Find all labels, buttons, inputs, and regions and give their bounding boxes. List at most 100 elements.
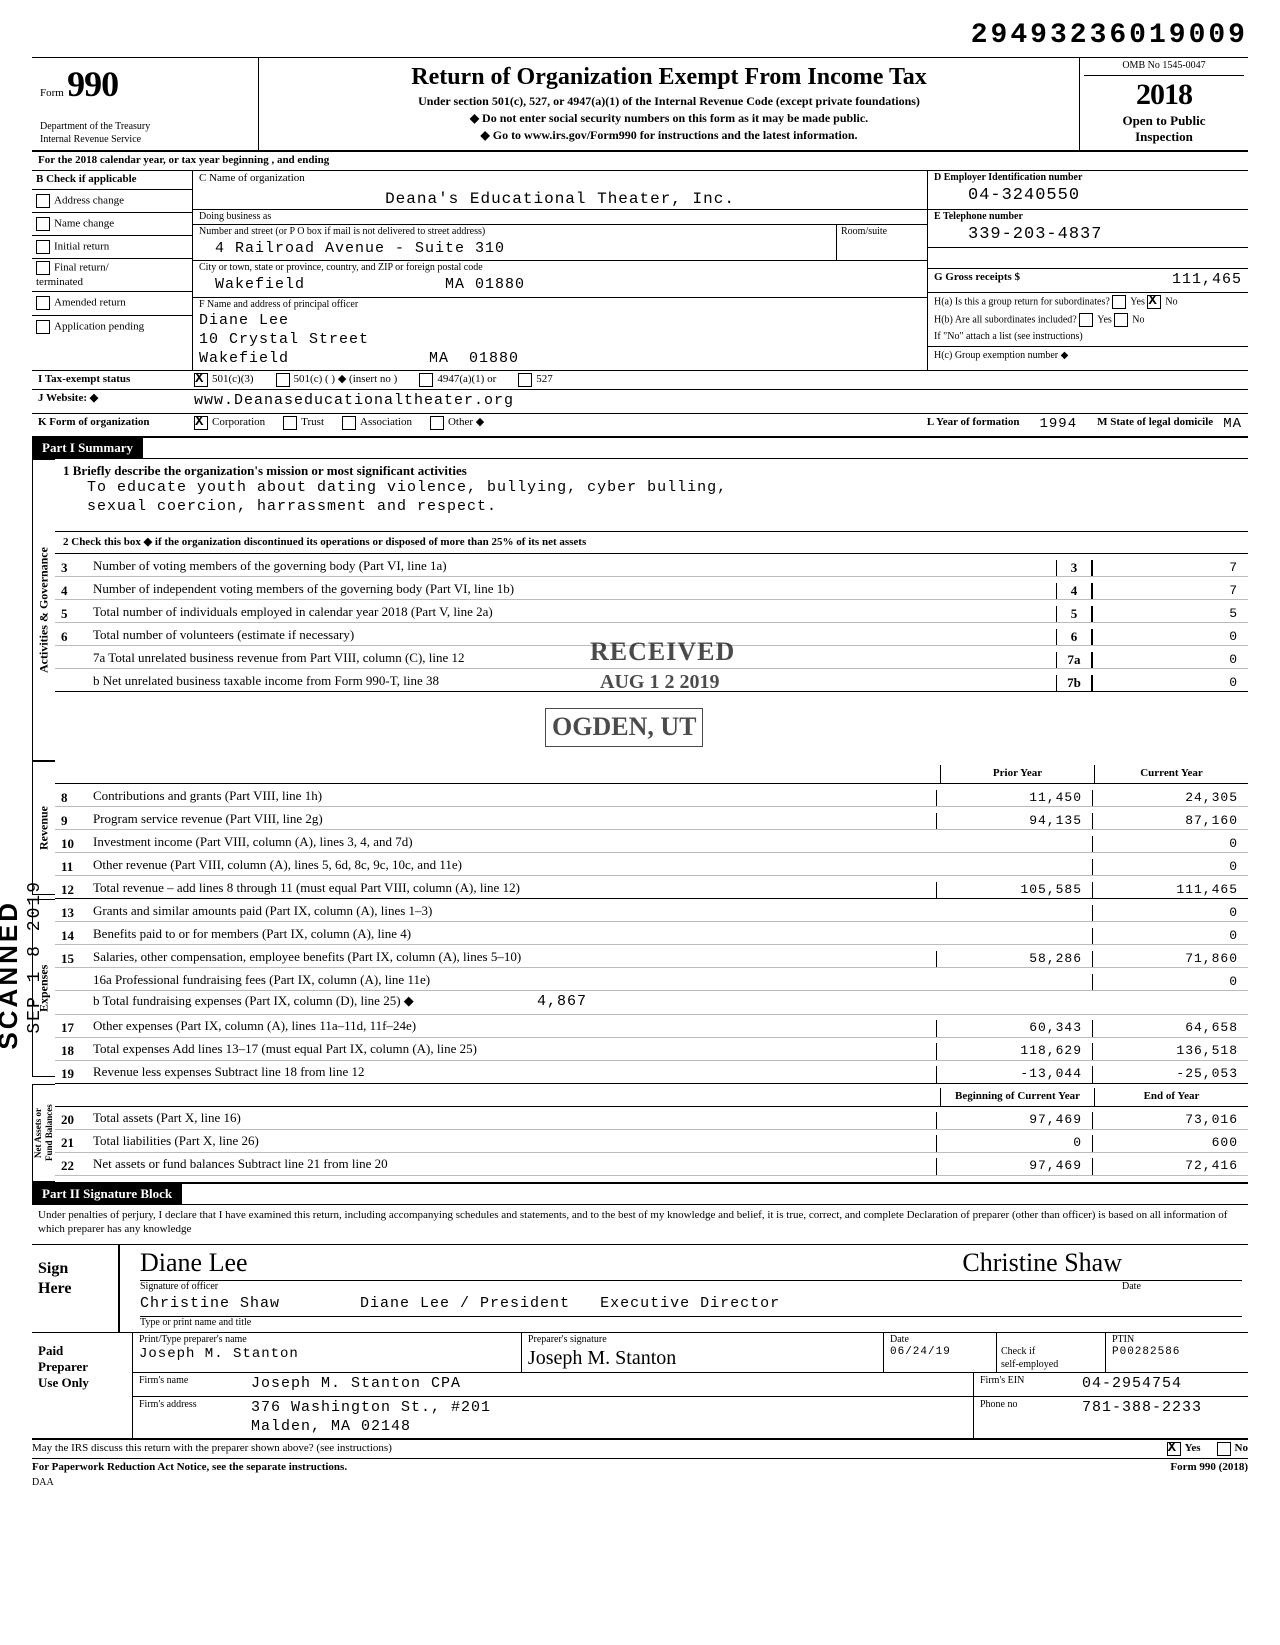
city-label: City or town, state or province, country… bbox=[193, 261, 927, 276]
c-label: C Name of organization bbox=[193, 171, 927, 187]
v7a: 0 bbox=[1092, 652, 1248, 668]
form-subtitle: Under section 501(c), 527, or 4947(a)(1)… bbox=[267, 94, 1071, 109]
form-header: Form 990 Department of the Treasury Inte… bbox=[32, 57, 1248, 152]
l2-text: 2 Check this box ◆ if the organization d… bbox=[63, 536, 586, 548]
opt-501c3: 501(c)(3) bbox=[212, 373, 254, 387]
chk-address-change[interactable]: Address change bbox=[54, 194, 124, 206]
c22: 72,416 bbox=[1092, 1158, 1248, 1174]
chk-amended-return[interactable]: Amended return bbox=[54, 297, 126, 309]
gross-receipts: 111,465 bbox=[1172, 271, 1242, 290]
v4: 7 bbox=[1092, 583, 1248, 599]
j-label: J Website: ◆ bbox=[38, 392, 194, 411]
n6: 6 bbox=[1056, 629, 1092, 645]
title-cell: Return of Organization Exempt From Incom… bbox=[259, 58, 1080, 150]
website: www.Deanaseducationaltheater.org bbox=[194, 392, 514, 411]
form-goto: ◆ Go to www.irs.gov/Form990 for instruct… bbox=[267, 128, 1071, 143]
firm-name: Joseph M. Stanton CPA bbox=[245, 1373, 973, 1396]
trust-box[interactable] bbox=[283, 416, 297, 430]
n7a: 7a bbox=[1056, 652, 1092, 668]
l11: Other revenue (Part VIII, column (A), li… bbox=[89, 855, 936, 875]
officer-street: 10 Crystal Street bbox=[193, 331, 927, 350]
legal-domicile: MA bbox=[1223, 416, 1242, 434]
corp-box[interactable] bbox=[194, 416, 208, 430]
chk-initial-return[interactable]: Initial return bbox=[54, 241, 109, 253]
dept1: Department of the Treasury bbox=[40, 121, 250, 134]
daa: DAA bbox=[32, 1477, 1248, 1490]
l1-label: 1 Briefly describe the organization's mi… bbox=[63, 463, 1240, 479]
sign-here: Sign Here bbox=[32, 1245, 118, 1331]
c10: 0 bbox=[1092, 836, 1248, 852]
ha-no-box[interactable] bbox=[1147, 295, 1161, 309]
assoc-box[interactable] bbox=[342, 416, 356, 430]
opt-corp: Corporation bbox=[212, 416, 265, 434]
hdr-end: End of Year bbox=[1094, 1088, 1248, 1106]
firm-name-label: Firm's name bbox=[133, 1373, 245, 1396]
501c3-box[interactable] bbox=[194, 373, 208, 387]
other-box[interactable] bbox=[430, 416, 444, 430]
chk-name-change[interactable]: Name change bbox=[54, 217, 114, 229]
p21: 0 bbox=[936, 1135, 1092, 1151]
chk-application-pending[interactable]: Application pending bbox=[54, 320, 144, 332]
p8: 11,450 bbox=[936, 790, 1092, 806]
l17: Other expenses (Part IX, column (A), lin… bbox=[89, 1016, 936, 1036]
l16b-val: 4,867 bbox=[537, 993, 587, 1010]
p20: 97,469 bbox=[936, 1112, 1092, 1128]
officer-signature-1: Diane Lee bbox=[140, 1247, 248, 1280]
discuss-no[interactable] bbox=[1217, 1442, 1231, 1456]
dba-label: Doing business as bbox=[193, 210, 927, 226]
l9: Program service revenue (Part VIII, line… bbox=[89, 809, 936, 829]
section-b: B Check if applicable Address change Nam… bbox=[32, 171, 193, 371]
form-number: 990 bbox=[67, 64, 118, 104]
hb-no-box[interactable] bbox=[1114, 313, 1128, 327]
opt-other: Other ◆ bbox=[448, 416, 484, 434]
opt-527: 527 bbox=[536, 373, 553, 387]
form-nossn: ◆ Do not enter social security numbers o… bbox=[267, 111, 1071, 126]
l5: Total number of individuals employed in … bbox=[89, 602, 1056, 622]
v6: 0 bbox=[1092, 629, 1248, 645]
section-c: C Name of organization Deana's Education… bbox=[193, 171, 928, 371]
discuss-question: May the IRS discuss this return with the… bbox=[32, 1442, 1167, 1456]
l20: Total assets (Part X, line 16) bbox=[89, 1108, 936, 1128]
c11: 0 bbox=[1092, 859, 1248, 875]
firm-addr-label: Firm's address bbox=[133, 1397, 245, 1439]
org-name: Deana's Educational Theater, Inc. bbox=[193, 187, 927, 210]
sig-declaration: Under penalties of perjury, I declare th… bbox=[32, 1205, 1248, 1246]
4947-box[interactable] bbox=[419, 373, 433, 387]
date-label: Date bbox=[1122, 1281, 1242, 1294]
discuss-yes[interactable] bbox=[1167, 1442, 1181, 1456]
mission-text-2: sexual coercion, harrassment and respect… bbox=[63, 498, 1240, 517]
ptin: P00282586 bbox=[1112, 1346, 1242, 1360]
l12: Total revenue – add lines 8 through 11 (… bbox=[89, 878, 936, 898]
501c-box[interactable] bbox=[276, 373, 290, 387]
prep-date: 06/24/19 bbox=[890, 1346, 990, 1360]
prep-sig-label: Preparer's signature bbox=[528, 1334, 877, 1347]
m-label: M State of legal domicile bbox=[1097, 416, 1213, 434]
opt-assoc: Association bbox=[360, 416, 412, 434]
street-label: Number and street (or P O box if mail is… bbox=[193, 225, 836, 240]
l-label: L Year of formation bbox=[927, 416, 1020, 434]
p9: 94,135 bbox=[936, 813, 1092, 829]
firm-phone: 781-388-2233 bbox=[1076, 1397, 1248, 1439]
prep-date-label: Date bbox=[890, 1334, 990, 1347]
c16: 0 bbox=[1092, 974, 1248, 990]
firm-phone-label: Phone no bbox=[973, 1397, 1076, 1439]
hb-note: If "No" attach a list (see instructions) bbox=[928, 329, 1248, 347]
phone: 339-203-4837 bbox=[928, 224, 1248, 248]
c9: 87,160 bbox=[1092, 813, 1248, 829]
c13: 0 bbox=[1092, 905, 1248, 921]
part1-label: Part I Summary bbox=[32, 438, 143, 458]
l18: Total expenses Add lines 13–17 (must equ… bbox=[89, 1039, 936, 1059]
l8: Contributions and grants (Part VIII, lin… bbox=[89, 786, 936, 806]
e-label: E Telephone number bbox=[928, 210, 1248, 225]
form-number-cell: Form 990 Department of the Treasury Inte… bbox=[32, 58, 259, 150]
f-label: F Name and address of principal officer bbox=[193, 298, 927, 313]
prep-signature: Joseph M. Stanton bbox=[528, 1346, 676, 1371]
l15: Salaries, other compensation, employee b… bbox=[89, 947, 936, 967]
ha-yes-box[interactable] bbox=[1112, 295, 1126, 309]
form-990-footer: Form 990 (2018) bbox=[1170, 1461, 1248, 1475]
l10: Investment income (Part VIII, column (A)… bbox=[89, 832, 936, 852]
hb-yes-box[interactable] bbox=[1079, 313, 1093, 327]
c12: 111,465 bbox=[1092, 882, 1248, 898]
l3: Number of voting members of the governin… bbox=[89, 556, 1056, 576]
527-box[interactable] bbox=[518, 373, 532, 387]
